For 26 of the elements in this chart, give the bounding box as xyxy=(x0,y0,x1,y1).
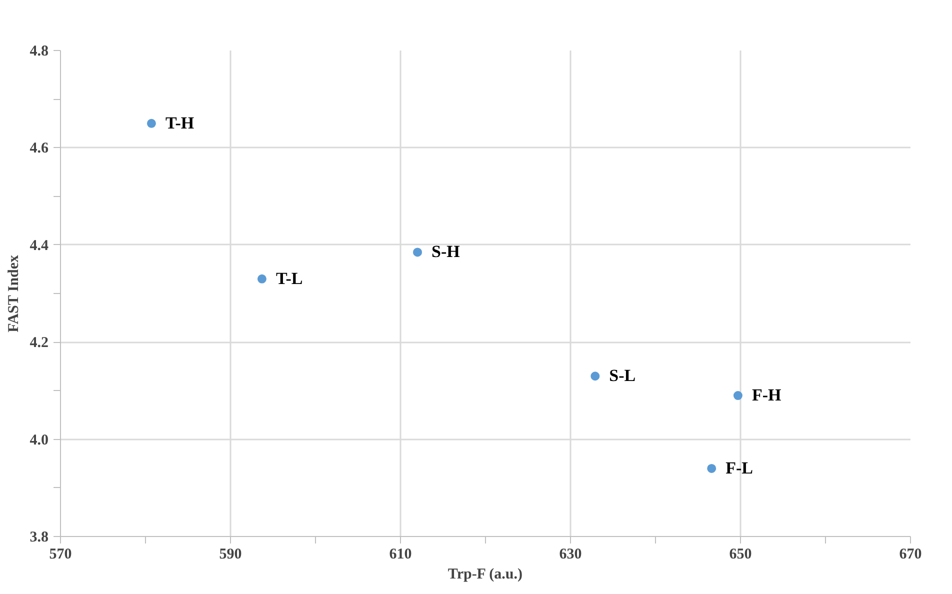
point xyxy=(590,372,600,381)
y-axis-title: FAST Index xyxy=(6,254,22,332)
y-tick-label: 4.0 xyxy=(30,432,48,448)
y-tick-label: 4.8 xyxy=(30,44,48,60)
y-tick-label: 4.4 xyxy=(30,238,49,254)
x-tick-label: 670 xyxy=(899,546,922,562)
x-axis-title: Trp-F (a.u.) xyxy=(448,566,523,582)
annotation: S-L xyxy=(609,366,636,386)
annotation: F-H xyxy=(752,386,782,405)
x-tick-label: 610 xyxy=(389,546,412,562)
point xyxy=(413,248,422,257)
annotation: T-H xyxy=(165,113,194,132)
y-tick-label: 4.6 xyxy=(30,140,49,157)
y-tick-label: 4.2 xyxy=(30,335,48,352)
point xyxy=(257,274,266,284)
point xyxy=(733,391,742,400)
annotation: T-L xyxy=(276,268,303,288)
x-tick-label: 650 xyxy=(729,546,752,562)
annotation: S-H xyxy=(432,242,460,262)
x-tick-label: 630 xyxy=(559,546,582,562)
x-tick-label: 570 xyxy=(49,546,72,562)
y-tick-label: 3.8 xyxy=(30,530,48,546)
point xyxy=(146,118,156,128)
annotation: F-L xyxy=(726,458,753,478)
x-tick-label: 590 xyxy=(219,546,242,562)
point xyxy=(707,464,716,473)
